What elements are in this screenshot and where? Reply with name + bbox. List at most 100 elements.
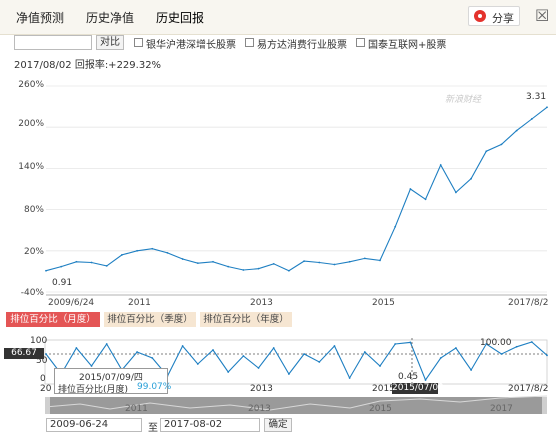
compare-fund-label-1: 银华沪港深增长股票 (146, 40, 236, 51)
x-tick-label: 2015 (372, 298, 395, 308)
data-point (394, 343, 397, 345)
compare-button[interactable]: 对比 (96, 35, 124, 50)
start-value-label: 0.91 (52, 278, 72, 288)
data-point (455, 347, 457, 349)
compare-checkbox-2[interactable] (245, 38, 254, 47)
x-tick-label: 2013 (250, 298, 273, 308)
rank-chart-frame (44, 339, 548, 385)
data-point (333, 263, 336, 266)
data-point (212, 349, 214, 351)
data-point (90, 365, 93, 367)
navigator-handle-right[interactable] (542, 397, 547, 414)
rank-x-tick: 2017/8/2 (508, 384, 549, 394)
data-point (318, 361, 321, 363)
share-label: 分享 (492, 12, 514, 25)
data-point (500, 143, 503, 146)
data-point (470, 369, 472, 371)
data-point (485, 150, 488, 153)
navigator-mini-line (44, 395, 548, 411)
rank-y-tick: 0 (40, 374, 46, 384)
data-point (455, 191, 457, 194)
rank-y-tick: 100 (30, 336, 48, 346)
data-point (196, 363, 199, 365)
data-point (121, 254, 123, 256)
data-point (515, 129, 518, 132)
close-icon[interactable]: ☒ (535, 6, 550, 25)
navigator-handle-left[interactable] (45, 397, 50, 414)
tooltip-label: 排位百分比(月度) (58, 385, 129, 395)
data-point (288, 373, 290, 375)
compare-fund-input[interactable] (14, 35, 92, 50)
data-point (439, 164, 442, 166)
data-point (212, 260, 214, 263)
navigator-x-tick: 2017 (490, 404, 513, 414)
data-point (424, 198, 427, 201)
compare-checkbox-3[interactable] (356, 38, 365, 47)
data-point (45, 269, 47, 272)
x-tick-label: 2009/6/24 (48, 298, 95, 308)
x-tick-label: 2017/8/2 (508, 298, 549, 308)
tab-rank-quarterly[interactable]: 排位百分比（季度） (104, 312, 196, 327)
data-point (363, 351, 366, 353)
tab-history-nav[interactable]: 历史净值 (86, 11, 135, 25)
data-point (242, 269, 245, 271)
y-tick-label: 140% (18, 162, 44, 172)
data-point (439, 357, 442, 359)
end-value-label: 3.31 (526, 92, 546, 102)
data-point (181, 258, 184, 260)
data-point (151, 247, 154, 250)
current-level-label: 66.67 (4, 348, 44, 359)
share-button[interactable]: 分享 (468, 6, 520, 26)
data-point (45, 353, 47, 355)
data-point (75, 260, 78, 263)
rank-max-label: 100.00 (480, 338, 512, 348)
data-point (181, 345, 184, 347)
weibo-icon (474, 10, 486, 22)
rank-min-label: 0.45 (398, 372, 419, 382)
data-point (288, 269, 290, 272)
data-point (530, 118, 533, 120)
data-point (546, 354, 548, 357)
data-point (424, 379, 427, 381)
rank-y-tick: 50 (36, 356, 48, 366)
date-range-separator: 至 (148, 423, 158, 434)
tab-history-return[interactable]: 历史回报 (156, 11, 205, 25)
compare-fund-label-2: 易方达消费行业股票 (257, 40, 347, 51)
data-point (409, 341, 412, 344)
data-point (272, 347, 275, 349)
rank-x-tick: 2015 (372, 384, 395, 394)
date-to-input[interactable]: 2017-08-02 (160, 418, 260, 432)
data-point (105, 265, 108, 267)
tab-bar: 净值预测 历史净值 历史回报 分享 ☒ (0, 0, 556, 35)
tab-rank-monthly[interactable]: 排位百分比（月度） (6, 312, 100, 327)
data-point (60, 265, 63, 268)
data-point (409, 188, 412, 190)
data-point (470, 177, 472, 180)
main-chart-grid (46, 85, 547, 296)
compare-checkbox-1[interactable] (134, 38, 143, 47)
data-point (363, 257, 366, 260)
confirm-button[interactable]: 确定 (264, 418, 292, 432)
data-point (318, 261, 321, 264)
data-point (227, 371, 230, 373)
data-point (272, 262, 275, 265)
data-point (348, 377, 351, 379)
tab-nav-forecast[interactable]: 净值预测 (16, 11, 65, 25)
data-point (257, 267, 260, 270)
data-point (500, 353, 503, 355)
navigator-x-tick: 2015 (369, 404, 392, 414)
range-navigator[interactable] (45, 397, 547, 414)
data-point (75, 347, 78, 349)
crosshair-date-label: 2015/07/09 (392, 383, 444, 394)
data-point (333, 345, 336, 347)
date-from-input[interactable]: 2009-06-24 (46, 418, 142, 432)
rank-line-points (45, 341, 548, 381)
tab-rank-yearly[interactable]: 排位百分比（年度） (200, 312, 292, 327)
rank-tooltip: 2015/07/09/四 排位百分比(月度) 99.07% (54, 368, 171, 395)
watermark: 新浪财经 (445, 94, 482, 105)
data-point (394, 225, 397, 228)
x-tick-label: 2011 (128, 298, 151, 308)
data-point (227, 265, 230, 268)
y-tick-label: 200% (18, 119, 44, 129)
data-point (105, 343, 108, 345)
